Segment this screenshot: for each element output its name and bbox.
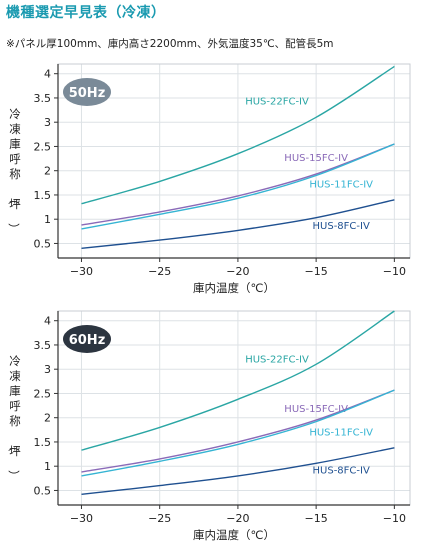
- series-label: HUS-22FC-IV: [245, 355, 309, 366]
- y-tick-label: 1: [44, 460, 51, 473]
- series-label: HUS-8FC-IV: [313, 221, 370, 232]
- x-tick-label: −10: [383, 512, 406, 525]
- y-tick-label: 3: [44, 116, 51, 129]
- x-tick-label: −30: [70, 512, 93, 525]
- frequency-badge-label: 50Hz: [69, 86, 106, 101]
- x-tick-label: −25: [148, 512, 171, 525]
- y-tick-label: 2.5: [34, 387, 52, 400]
- series-label: HUS-11FC-IV: [309, 179, 373, 190]
- series-label: HUS-15FC-IV: [284, 153, 348, 164]
- chart-60hz: −30 −25 −20 −15 −10 0.5 1 1.5 2 2.5 3 3.5 4 庫内温度（℃） 冷凍…: [6, 310, 411, 542]
- conditions-note: ※パネル厚100mm、庫内高さ2200mm、外気温度35℃、配管長5m: [6, 38, 334, 50]
- y-tick-label: 3: [44, 363, 51, 376]
- x-tick-label: −15: [305, 265, 328, 278]
- y-tick-label: 0.5: [34, 484, 52, 497]
- frequency-badge: [63, 78, 111, 106]
- x-tick-label: −10: [383, 265, 406, 278]
- series-line: [81, 389, 395, 477]
- series-line: [81, 447, 395, 495]
- y-tick-label: 1: [44, 213, 51, 226]
- y-tick-label: 3.5: [34, 92, 52, 105]
- x-tick-label: −30: [70, 265, 93, 278]
- series-label: HUS-15FC-IV: [284, 404, 348, 415]
- page-title: 機種選定早見表（冷凍）: [6, 5, 166, 21]
- series-line: [81, 143, 395, 226]
- series-line: [81, 389, 395, 473]
- series-line: [81, 199, 395, 249]
- y-tick-label: 4: [44, 315, 51, 328]
- series-line: [81, 143, 395, 230]
- y-tick-label: 2: [44, 412, 51, 425]
- series-label: HUS-11FC-IV: [309, 427, 373, 438]
- y-axis-label: 冷凍庫呼称（坪）: [6, 354, 21, 482]
- frequency-badge-label: 60Hz: [69, 333, 106, 348]
- chart-50hz: −30 −25 −20 −15 −10 0.5 1 1.5 2 2.5 3 3.5 4 庫内温度（℃） 冷凍…: [6, 63, 411, 295]
- frequency-badge: [63, 325, 111, 353]
- series-line: [81, 65, 395, 205]
- y-tick-label: 2.5: [34, 140, 52, 153]
- x-axis-label: 庫内温度（℃）: [193, 281, 275, 295]
- y-tick-label: 3.5: [34, 339, 52, 352]
- x-tick-label: −25: [148, 265, 171, 278]
- x-tick-label: −15: [305, 512, 328, 525]
- x-tick-label: −20: [226, 512, 249, 525]
- y-tick-label: 0.5: [34, 237, 52, 250]
- y-tick-label: 1.5: [34, 436, 52, 449]
- series-label: HUS-22FC-IV: [245, 96, 309, 107]
- y-axis-label: 冷凍庫呼称（坪）: [6, 107, 21, 235]
- y-tick-label: 4: [44, 68, 51, 81]
- y-tick-label: 1.5: [34, 189, 52, 202]
- y-tick-label: 2: [44, 165, 51, 178]
- series-label: HUS-8FC-IV: [313, 466, 370, 477]
- x-tick-label: −20: [226, 265, 249, 278]
- x-axis-label: 庫内温度（℃）: [193, 528, 275, 542]
- series-line: [81, 310, 395, 451]
